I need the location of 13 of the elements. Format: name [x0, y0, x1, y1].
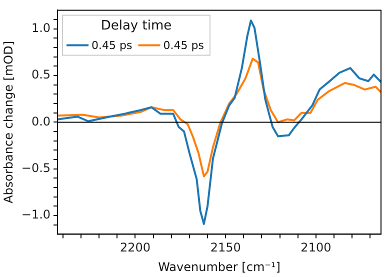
y-tick-label: 0.5: [31, 68, 51, 82]
legend-label: 0.45 ps: [92, 39, 133, 52]
y-tick-label: 0.0: [31, 114, 51, 128]
y-tick-label: 1.0: [31, 20, 51, 35]
x-tick-label: 2100: [300, 240, 332, 255]
y-axis-title: Absorbance change [mOD]: [1, 40, 16, 204]
x-tick-label: 2200: [120, 240, 151, 255]
y-tick-label: −0.5: [21, 160, 51, 175]
y-tick-label: −1.0: [21, 208, 51, 222]
x-axis-title: Wavenumber [cm⁻¹]: [158, 260, 280, 274]
legend-title: Delay time: [100, 18, 172, 34]
legend-label: 0.45 ps: [163, 39, 204, 52]
x-tick-label: 2150: [210, 240, 241, 255]
